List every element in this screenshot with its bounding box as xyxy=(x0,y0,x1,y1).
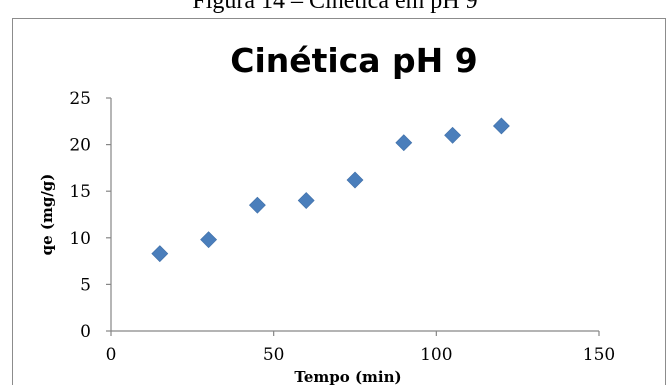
y-tick-label: 25 xyxy=(69,89,91,109)
y-tick-label: 15 xyxy=(69,182,91,202)
data-point xyxy=(395,134,413,152)
chart-title: Cinética pH 9 xyxy=(230,41,478,80)
chart-frame xyxy=(12,18,666,385)
data-point xyxy=(200,231,218,249)
data-point xyxy=(248,196,266,214)
page-top-text: Figura 14 – Cinética em pH 9 xyxy=(192,0,478,14)
data-point xyxy=(151,245,169,263)
data-points xyxy=(151,117,510,263)
y-tick-label: 20 xyxy=(69,136,91,156)
data-point xyxy=(444,126,462,144)
x-tick-label: 150 xyxy=(583,345,615,365)
x-tick-label: 50 xyxy=(263,345,285,365)
x-ticks: 0 50 100 150 xyxy=(106,331,615,365)
data-point xyxy=(346,171,364,189)
data-point xyxy=(297,192,315,209)
y-ticks: 0 5 10 15 20 25 xyxy=(69,89,111,342)
x-axis-label: Tempo (min) xyxy=(294,368,401,385)
x-tick-label: 100 xyxy=(420,345,452,365)
y-axis-label: qe (mg/g) xyxy=(38,174,56,256)
x-tick-label: 0 xyxy=(106,345,117,365)
y-tick-label: 0 xyxy=(80,322,91,342)
y-tick-label: 10 xyxy=(69,229,91,249)
data-point xyxy=(492,117,510,135)
y-tick-label: 5 xyxy=(80,275,91,295)
